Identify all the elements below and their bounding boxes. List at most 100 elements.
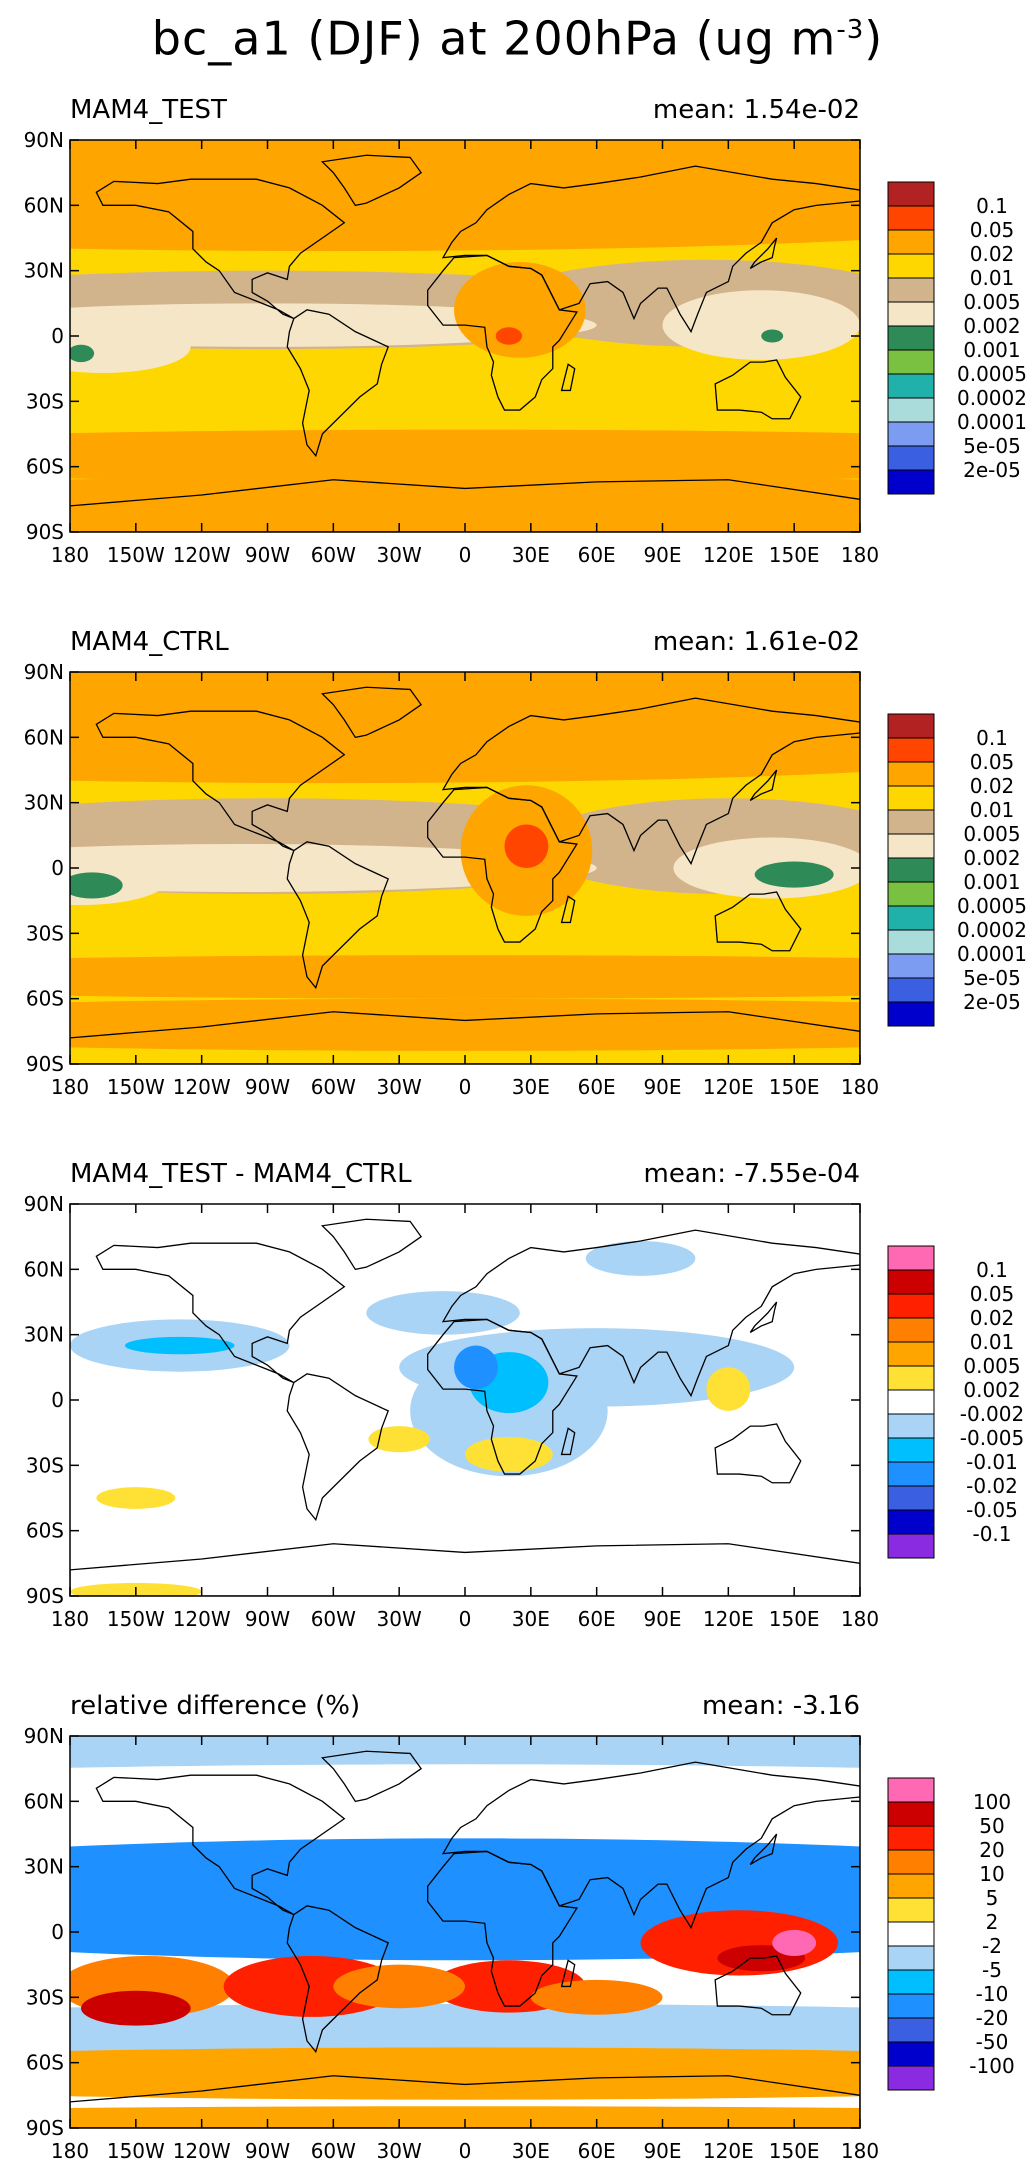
colorbar-swatch <box>887 1533 935 1559</box>
y-tick-label: 0 <box>51 324 64 348</box>
y-tick-label: 60N <box>24 1257 64 1281</box>
coastline <box>427 1318 579 1475</box>
colorbar-label: -0.002 <box>960 1402 1024 1426</box>
colorbar-swatch <box>887 785 935 811</box>
x-tick-label: 0 <box>459 2139 472 2163</box>
colorbar-swatch <box>887 277 935 303</box>
y-tick-label: 60S <box>26 987 64 1011</box>
x-tick-label: 60E <box>578 543 616 567</box>
colorbar-label: 50 <box>979 1814 1004 1838</box>
colorbar-swatch <box>887 1389 935 1415</box>
colorbar-swatch <box>887 977 935 1003</box>
coastline <box>427 786 579 943</box>
colorbar-swatch <box>887 1485 935 1511</box>
coastline <box>714 1423 802 1484</box>
colorbar-swatch <box>887 1777 935 1803</box>
coastline <box>320 154 423 207</box>
colorbar-label: 0.0005 <box>957 362 1027 386</box>
coastline <box>560 1959 576 1988</box>
colorbar-swatch <box>887 953 935 979</box>
contour-region <box>366 1291 520 1335</box>
colorbar-label: -50 <box>976 2030 1009 2054</box>
coastline <box>441 697 860 866</box>
colorbar-label: 0.0002 <box>957 386 1027 410</box>
contour-region <box>70 955 860 999</box>
contour-fill <box>70 1736 860 2128</box>
x-tick-label: 30E <box>512 1075 550 1099</box>
colorbar-label: 0.001 <box>963 338 1020 362</box>
coastline <box>749 237 778 270</box>
colorbar-swatch <box>887 1825 935 1851</box>
contour-region <box>504 824 549 868</box>
x-tick-label: 180 <box>841 2139 879 2163</box>
contour-region <box>454 1345 498 1390</box>
coastline <box>95 1774 346 1916</box>
contour-region <box>772 1929 817 1956</box>
colorbar-swatch <box>887 2041 935 2067</box>
colorbar-swatch <box>887 253 935 279</box>
x-tick-label: 90W <box>245 2139 290 2163</box>
colorbar-label: 0.0002 <box>957 918 1027 942</box>
x-tick-label: 120W <box>173 1075 231 1099</box>
colorbar-swatch <box>887 713 935 739</box>
panel-title: MAM4_TEST <box>70 95 227 125</box>
y-tick-label: 30N <box>24 259 64 283</box>
colorbar-label: 5 <box>986 1886 999 1910</box>
coastline <box>286 841 390 990</box>
colorbar-swatch <box>887 2017 935 2043</box>
x-tick-label: 60W <box>311 1075 356 1099</box>
coastline <box>441 1229 860 1398</box>
contour-region <box>70 344 95 363</box>
contour-region <box>70 2003 860 2057</box>
x-tick-label: 0 <box>459 1075 472 1099</box>
contour-region <box>70 998 860 1051</box>
contour-region <box>70 429 860 482</box>
x-tick-label: 90E <box>643 2139 681 2163</box>
contour-region <box>70 181 860 252</box>
coastline <box>95 710 346 852</box>
y-tick-label: 0 <box>51 1388 64 1412</box>
y-tick-label: 90N <box>24 1192 64 1216</box>
colorbar-label: 0.02 <box>970 1306 1015 1330</box>
coastline <box>70 479 860 532</box>
colorbar-label: 0.05 <box>970 1282 1015 1306</box>
colorbar-label: -2 <box>982 1934 1002 1958</box>
colorbar-swatch <box>887 181 935 207</box>
contour-region <box>70 320 191 374</box>
colorbar-swatch <box>887 229 935 255</box>
panel-mean: mean: -7.55e-04 <box>644 1159 861 1189</box>
y-tick-label: 30S <box>26 389 64 413</box>
contour-region <box>754 861 834 888</box>
y-tick-label: 30S <box>26 1453 64 1477</box>
colorbar-swatch <box>887 1001 935 1027</box>
y-tick-label: 30S <box>26 1985 64 2009</box>
contour-region <box>124 1336 235 1355</box>
contour-region <box>70 1764 860 1817</box>
contour-region <box>96 1487 176 1509</box>
colorbar-label: 0.01 <box>970 1330 1015 1354</box>
y-tick-label: 30N <box>24 1855 64 1879</box>
coastline <box>560 895 576 924</box>
colorbar-swatch <box>887 469 935 495</box>
x-tick-label: 90E <box>643 1075 681 1099</box>
colorbar-label: 0.005 <box>963 822 1020 846</box>
x-tick-label: 150E <box>769 1607 820 1631</box>
x-tick-label: 30W <box>377 2139 422 2163</box>
contour-region <box>70 872 123 899</box>
x-tick-label: 150E <box>769 1075 820 1099</box>
x-tick-label: 60E <box>578 2139 616 2163</box>
y-tick-label: 90S <box>26 520 64 544</box>
x-tick-label: 90E <box>643 543 681 567</box>
colorbar-label: -5 <box>982 1958 1002 1982</box>
x-tick-label: 60E <box>578 1607 616 1631</box>
x-tick-label: 0 <box>459 1607 472 1631</box>
colorbar-label: 0.0005 <box>957 894 1027 918</box>
y-tick-label: 60N <box>24 725 64 749</box>
colorbar-label: 0.0001 <box>957 942 1027 966</box>
colorbar-swatch <box>887 325 935 351</box>
colorbar-label: 100 <box>973 1790 1011 1814</box>
x-tick-label: 120E <box>703 543 754 567</box>
colorbar-label: 2e-05 <box>963 458 1021 482</box>
colorbar-swatch <box>887 1461 935 1487</box>
